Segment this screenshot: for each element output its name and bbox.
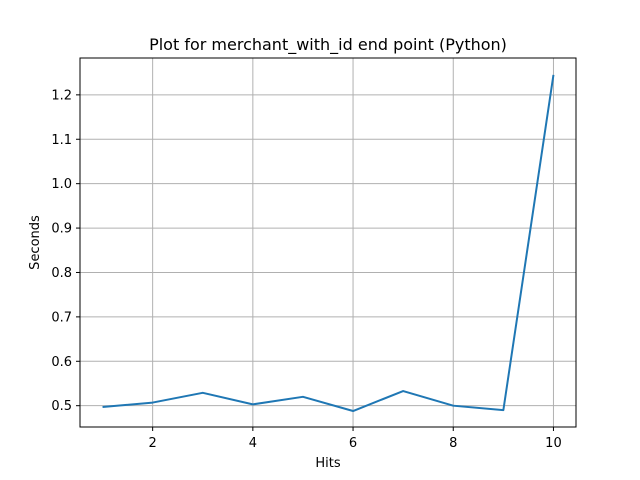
plot-frame — [79, 57, 577, 428]
y-tick-label: 1.2 — [51, 88, 72, 103]
x-tick-label: 6 — [349, 436, 357, 451]
x-axis-ticks: 2 4 6 8 10 — [149, 427, 562, 451]
x-tick-label: 2 — [149, 436, 157, 451]
x-tick-label: 8 — [449, 436, 457, 451]
y-tick-label: 0.5 — [51, 399, 72, 414]
y-tick-label: 1.1 — [51, 133, 72, 148]
series-line — [102, 74, 555, 413]
y-tick-label: 0.7 — [51, 310, 72, 325]
y-tick-label: 1.0 — [51, 177, 72, 192]
x-axis-label: Hits — [315, 456, 340, 471]
x-tick-label: 4 — [249, 436, 257, 451]
y-tick-label: 0.6 — [51, 355, 72, 370]
y-axis-ticks: 0.5 0.6 0.7 0.8 0.9 1.0 1.1 1.2 — [51, 88, 80, 414]
y-tick-label: 0.8 — [51, 266, 72, 281]
data-series — [102, 74, 555, 413]
chart-title: Plot for merchant_with_id end point (Pyt… — [149, 35, 507, 55]
x-tick-label: 10 — [545, 436, 562, 451]
y-axis-label: Seconds — [28, 215, 43, 270]
grid — [80, 58, 576, 427]
y-tick-label: 0.9 — [51, 222, 72, 237]
